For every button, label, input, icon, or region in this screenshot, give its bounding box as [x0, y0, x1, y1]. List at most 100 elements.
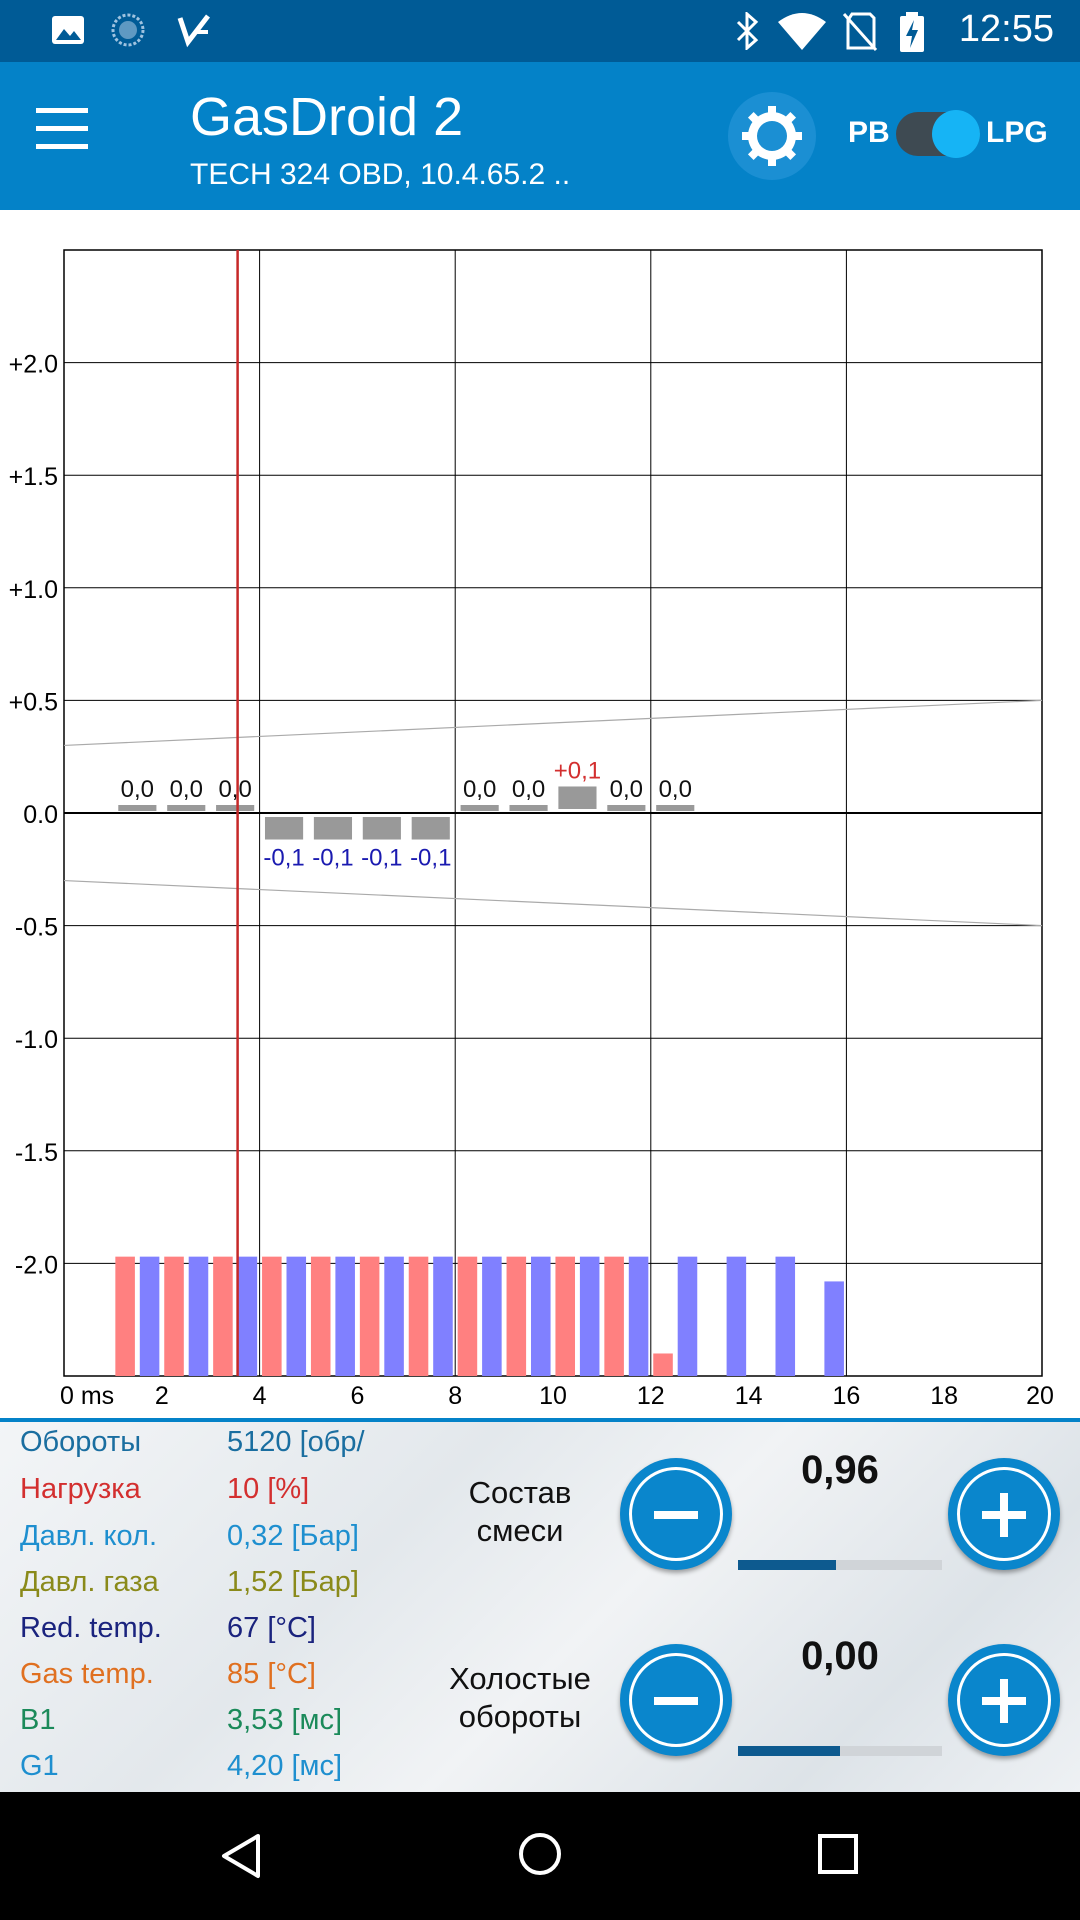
gear-icon [742, 106, 802, 166]
correction-bar [460, 805, 499, 811]
param-row-manifold-pressure: Давл. кол. 0,32 [Бар] [20, 1520, 460, 1560]
home-icon[interactable] [516, 1830, 564, 1878]
idle-label: Холостые обороты [420, 1660, 620, 1736]
correction-label: -0,1 [361, 845, 402, 872]
x-tick-label: 2 [155, 1382, 169, 1410]
minus-icon [629, 1653, 723, 1747]
mixture-level-bar [738, 1560, 942, 1570]
correction-label: 0,0 [512, 776, 545, 803]
histogram-bar [335, 1256, 355, 1376]
mixture-level-fill [738, 1560, 836, 1570]
mixture-label-line2: смеси [476, 1513, 564, 1548]
x-tick-label: 14 [735, 1382, 763, 1410]
histogram-bar [653, 1353, 673, 1376]
histogram-bar [530, 1256, 551, 1376]
correction-bar [411, 817, 450, 840]
mixture-value: 0,96 [801, 1448, 879, 1492]
correction-label: 0,0 [463, 776, 496, 803]
param-label: Давл. кол. [20, 1520, 158, 1552]
param-row-g1: G1 4,20 [мс] [20, 1750, 460, 1790]
param-label: Давл. газа [20, 1566, 159, 1598]
param-label: Gas temp. [20, 1658, 154, 1690]
toggle-knob [932, 110, 980, 158]
plus-icon [957, 1467, 1051, 1561]
correction-bar [216, 805, 255, 811]
y-tick-label: +2.0 [9, 351, 58, 379]
histogram-bar [433, 1256, 453, 1376]
mixture-label: Состав смеси [420, 1474, 620, 1550]
y-tick-label: +0.5 [9, 688, 58, 716]
param-value: 0,32 [Бар] [227, 1520, 359, 1552]
histogram-bar [359, 1256, 380, 1376]
correction-label: 0,0 [218, 776, 251, 803]
correction-bar [362, 817, 401, 840]
x-tick-label: 0 ms [60, 1382, 114, 1410]
checklist-icon [177, 14, 210, 48]
param-label: Нагрузка [20, 1473, 141, 1505]
param-row-load: Нагрузка 10 [%] [20, 1473, 460, 1513]
correction-label: -0,1 [312, 845, 353, 872]
correction-label: 0,0 [610, 776, 643, 803]
app-bar: GasDroid 2 TECH 324 OBD, 10.4.65.2 .. PB… [0, 62, 1080, 210]
hamburger-icon-bar [36, 144, 88, 149]
tolerance-lower-line [63, 879, 1043, 927]
idle-label-line1: Холостые [449, 1661, 591, 1696]
param-value: 3,53 [мс] [227, 1704, 343, 1736]
y-tick-label: -1.0 [15, 1026, 58, 1054]
idle-value: 0,00 [801, 1634, 879, 1678]
histogram-bar [262, 1256, 282, 1376]
hamburger-icon-bar [36, 108, 88, 113]
correction-bar [509, 805, 548, 811]
histogram-bar [677, 1256, 698, 1376]
histogram-bar [310, 1256, 331, 1376]
loading-icon [111, 13, 145, 47]
x-tick-label: 12 [637, 1382, 665, 1410]
histogram-bar [188, 1256, 209, 1376]
histogram-bar [555, 1256, 576, 1376]
idle-increase-button[interactable] [948, 1644, 1060, 1756]
param-value: 67 [°C] [227, 1612, 316, 1644]
histogram-bar [824, 1281, 844, 1376]
histogram-bar [384, 1256, 404, 1376]
y-tick-label: -1.5 [15, 1139, 58, 1167]
y-tick-label: 0.0 [23, 801, 58, 829]
correction-bar [656, 805, 695, 811]
x-tick-label: 6 [350, 1382, 364, 1410]
back-icon[interactable] [218, 1832, 266, 1880]
histogram-bar [164, 1256, 184, 1376]
param-value: 4,20 [мс] [227, 1750, 343, 1782]
recents-icon[interactable] [816, 1832, 860, 1876]
plot-area: +2.0 +1.5 +1.0 +0.5 0.0 -0.5 -1.0 -1.5 -2.0 0 ms 2… [9, 249, 1054, 1410]
histogram-bar [604, 1256, 624, 1376]
histogram-bar [628, 1256, 649, 1376]
fuel-toggle-switch[interactable] [896, 110, 980, 158]
histogram-bar [726, 1256, 747, 1376]
status-clock: 12:55 [958, 8, 1054, 50]
battery-charging-icon [900, 12, 924, 52]
histogram-bar [408, 1256, 429, 1376]
menu-button[interactable] [34, 108, 92, 158]
injection-chart: +2.0 +1.5 +1.0 +0.5 0.0 -0.5 -1.0 -1.5 -2.0 0 ms 2… [9, 249, 1054, 1410]
param-row-gas-pressure: Давл. газа 1,52 [Бар] [20, 1566, 460, 1606]
y-tick-label: +1.0 [9, 576, 58, 604]
mixture-decrease-button[interactable] [620, 1458, 732, 1570]
wifi-icon [778, 13, 826, 50]
param-value: 5120 [обр/ [227, 1426, 365, 1458]
histogram-bar [237, 1256, 258, 1376]
histogram-bar [139, 1256, 160, 1376]
param-label: B1 [20, 1704, 56, 1736]
no-sim-icon [842, 12, 878, 51]
histogram-bar [775, 1256, 796, 1376]
x-tick-label: 8 [448, 1382, 462, 1410]
bluetooth-icon [736, 12, 759, 50]
settings-button[interactable] [728, 92, 816, 180]
connection-subtitle: TECH 324 OBD, 10.4.65.2 .. [190, 158, 571, 191]
y-tick-label: -2.0 [15, 1251, 58, 1279]
idle-decrease-button[interactable] [620, 1644, 732, 1756]
y-tick-label: -0.5 [15, 914, 58, 942]
panel-divider [0, 1418, 1080, 1422]
pb-label: PB [848, 116, 890, 149]
mixture-increase-button[interactable] [948, 1458, 1060, 1570]
correction-label: +0,1 [554, 757, 601, 784]
tolerance-upper-line [63, 699, 1043, 747]
